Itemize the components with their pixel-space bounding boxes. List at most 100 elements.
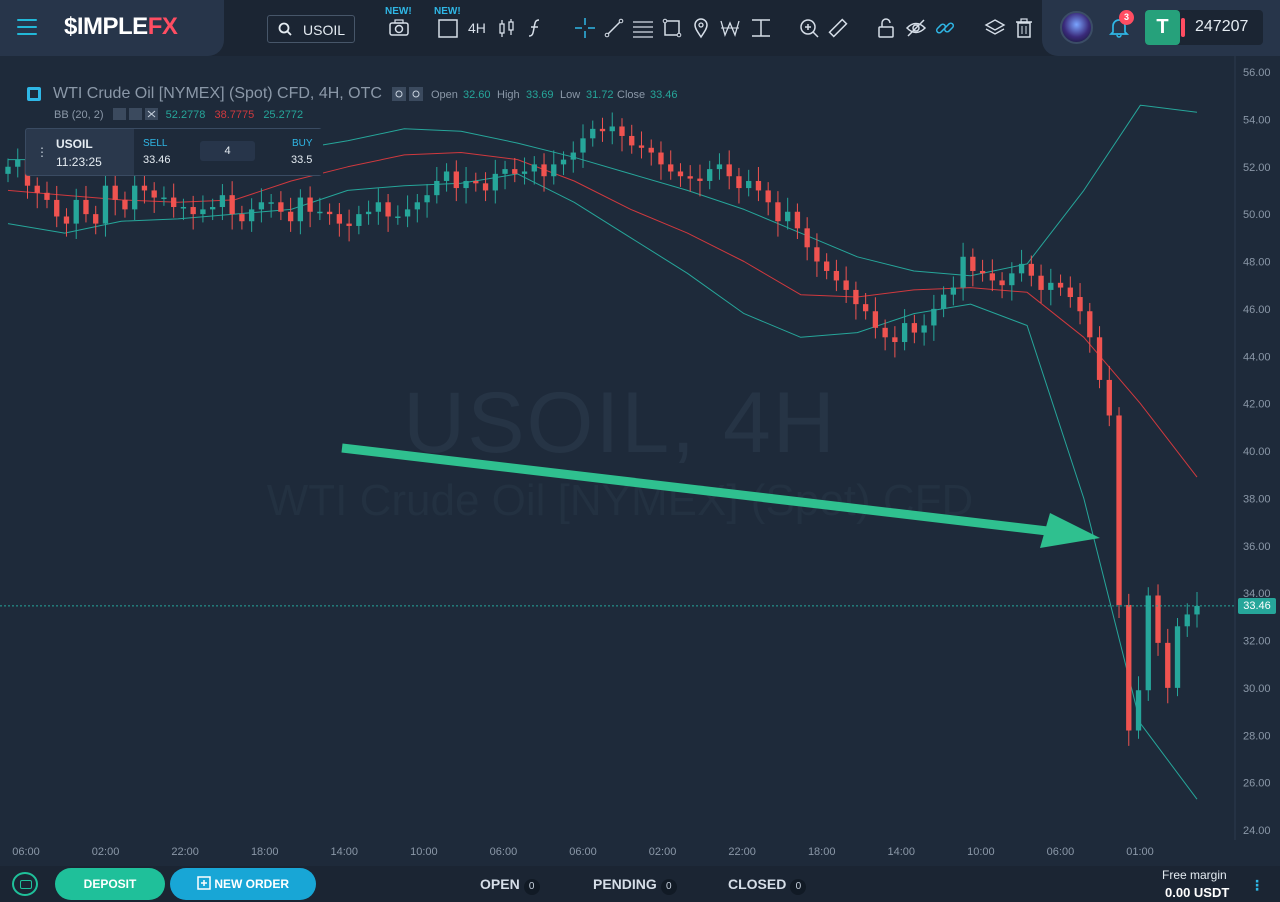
candle-body	[239, 214, 245, 222]
candle-body	[804, 228, 810, 248]
pin-icon[interactable]	[690, 17, 712, 39]
candle-body	[814, 247, 820, 262]
spread-value: 4	[200, 141, 255, 161]
trend-line-icon[interactable]	[603, 17, 625, 39]
ruler-icon[interactable]	[827, 17, 849, 39]
x-axis-tick-label: 14:00	[888, 846, 916, 858]
chart-canvas[interactable]: 56.00 54.00 52.00 50.00 48.00 46.00 44.00 42.00…	[0, 56, 1280, 866]
free-margin-label: Free margin	[1162, 868, 1227, 882]
candle-body	[190, 207, 196, 215]
candle-body	[434, 180, 440, 196]
x-axis-tick-label: 22:00	[171, 846, 199, 858]
indicator-settings-icons[interactable]	[112, 108, 159, 120]
bb-middle-value: 38.7775	[214, 109, 255, 121]
ohlc-open-label: Open	[431, 89, 458, 101]
price-chart[interactable]: USOIL, 4H WTI Crude Oil [NYMEX] (Spot) C…	[0, 56, 1280, 866]
candle-body	[375, 202, 382, 212]
x-axis-tick-label: 10:00	[410, 846, 438, 858]
balance-widget[interactable]: T 247207	[1145, 10, 1263, 45]
candle-body	[726, 164, 732, 177]
lock-icon[interactable]	[875, 17, 897, 39]
candle-body	[823, 261, 830, 271]
candle-body	[1145, 595, 1151, 691]
more-options-icon[interactable]: ⋮	[1250, 877, 1264, 893]
widget-menu-icon[interactable]: ⋮	[36, 145, 48, 159]
candle-body	[970, 256, 976, 271]
candle-body	[93, 214, 99, 224]
tab-closed[interactable]: CLOSED 0	[728, 876, 807, 895]
indicators-icon[interactable]	[524, 17, 546, 39]
brand-logo[interactable]: $IMPLEFX	[64, 13, 178, 41]
notification-count-badge: 3	[1119, 10, 1134, 25]
fib-retracement-icon[interactable]	[632, 17, 654, 39]
bb-label: BB (20, 2)	[54, 109, 104, 121]
candle-body	[901, 323, 908, 343]
quick-trade-widget[interactable]: ⋮ USOIL 11:23:25 SELL 33.46 4 BUY 33.5	[25, 128, 323, 176]
zoom-in-icon[interactable]	[798, 17, 820, 39]
y-axis-tick-label: 30.00	[1243, 683, 1271, 695]
deposit-button[interactable]: DEPOSIT	[55, 868, 165, 900]
chat-icon[interactable]	[12, 872, 38, 896]
text-tool-icon[interactable]	[750, 17, 772, 39]
pattern-tool-icon[interactable]	[719, 17, 741, 39]
y-axis-tick-label: 40.00	[1243, 446, 1271, 458]
sell-label: SELL	[143, 138, 168, 149]
candle-body	[853, 289, 859, 305]
trend-arrow-shaft	[341, 443, 1057, 537]
crosshair-icon[interactable]	[574, 17, 596, 39]
candle-body	[862, 304, 869, 312]
layout-square-icon[interactable]	[437, 17, 459, 39]
legend-settings-icons[interactable]	[392, 87, 424, 101]
free-margin-value: 0.00 USDT	[1165, 885, 1230, 900]
candle-body	[892, 337, 898, 343]
candle-body	[44, 192, 50, 200]
candle-body	[736, 176, 742, 189]
timeframe-button[interactable]: 4H	[468, 20, 486, 36]
candle-body	[521, 171, 528, 174]
tab-pending-label: PENDING	[593, 876, 657, 892]
new-order-button[interactable]: NEW ORDER	[170, 868, 316, 900]
candle-body	[336, 214, 343, 224]
y-axis-tick-label: 54.00	[1243, 114, 1271, 126]
bb-upper-value: 52.2778	[165, 109, 206, 121]
user-avatar[interactable]	[1060, 11, 1093, 44]
symbol-search-button[interactable]: USOIL	[267, 15, 355, 43]
candle-body	[570, 152, 576, 160]
hide-eye-icon[interactable]	[905, 17, 927, 39]
sell-price[interactable]: 33.46	[143, 154, 171, 166]
candle-body	[161, 197, 167, 200]
tab-open[interactable]: OPEN 0	[480, 876, 540, 895]
candle-body	[307, 197, 313, 212]
trash-icon[interactable]	[1013, 17, 1035, 39]
x-axis-tick-label: 18:00	[251, 846, 279, 858]
candle-body	[979, 270, 986, 274]
link-icon[interactable]	[934, 17, 956, 39]
candle-body	[755, 180, 762, 191]
bottom-bar: DEPOSIT NEW ORDER OPEN 0 PENDING 0 CLOSED 0…	[0, 866, 1280, 902]
tab-pending[interactable]: PENDING 0	[593, 876, 677, 895]
candle-body	[443, 171, 450, 181]
candle-body	[1165, 642, 1171, 688]
y-axis-tick-label: 26.00	[1243, 778, 1271, 790]
candle-body	[200, 209, 206, 215]
buy-price[interactable]: 33.5	[291, 154, 313, 166]
y-axis-tick-label: 44.00	[1243, 351, 1271, 363]
brand-panel: $IMPLEFX	[0, 0, 224, 56]
candle-body	[346, 223, 352, 226]
candle-body	[1087, 311, 1093, 338]
candle-body	[1096, 337, 1103, 380]
rectangle-tool-icon[interactable]	[661, 17, 683, 39]
camera-icon[interactable]	[388, 17, 410, 39]
layers-icon[interactable]	[984, 17, 1006, 39]
candle-body	[1048, 282, 1054, 290]
candle-body	[258, 202, 265, 210]
candle-body	[940, 294, 947, 309]
candle-body	[1174, 626, 1181, 688]
y-axis-tick-label: 36.00	[1243, 541, 1271, 553]
y-axis-tick-label: 28.00	[1243, 730, 1271, 742]
candlestick-type-icon[interactable]	[496, 17, 518, 39]
candle-body	[658, 152, 664, 165]
bb-middle-band	[7, 152, 1198, 478]
candle-body	[1038, 275, 1044, 290]
menu-icon[interactable]	[17, 19, 37, 35]
